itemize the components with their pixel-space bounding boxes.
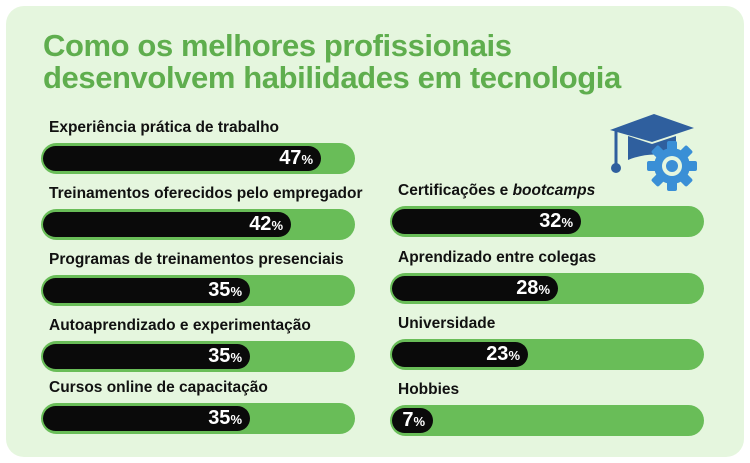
- bar-label: Hobbies: [398, 381, 460, 398]
- bar-fill: 7%: [392, 408, 433, 433]
- bar-value-label: 32%: [539, 210, 573, 232]
- bar-fill: 35%: [43, 406, 250, 431]
- bar-fill: 23%: [392, 342, 528, 367]
- bar-track: 28%: [390, 273, 704, 304]
- bar-fill: 35%: [43, 344, 250, 369]
- bar-value-label: 23%: [486, 343, 520, 365]
- graduation-cap-with-gear-icon: [600, 110, 704, 194]
- bar-value-label: 7%: [402, 409, 425, 431]
- bar-fill: 35%: [43, 278, 250, 303]
- bar-value-label: 35%: [208, 407, 242, 429]
- bar-label: Certificações e bootcamps: [398, 182, 596, 199]
- bar-track: 35%: [41, 341, 355, 372]
- bar-label: Cursos online de capacitação: [49, 379, 268, 396]
- chart-title: Como os melhores profissionais desenvolv…: [43, 30, 621, 94]
- bar-track: 7%: [390, 405, 704, 436]
- bar-label: Autoaprendizado e experimentação: [49, 317, 311, 334]
- bar-value-label: 35%: [208, 345, 242, 367]
- bar-track: 42%: [41, 209, 355, 240]
- bar-track: 47%: [41, 143, 355, 174]
- bar-label: Programas de treinamentos presenciais: [49, 251, 344, 268]
- chart-title-line-1: Como os melhores profissionais: [43, 28, 512, 63]
- bar-label: Treinamentos oferecidos pelo empregador: [49, 185, 363, 202]
- bar-fill: 47%: [43, 146, 321, 171]
- bar-value-label: 35%: [208, 279, 242, 301]
- bar-fill: 28%: [392, 276, 558, 301]
- bar-label: Experiência prática de trabalho: [49, 119, 280, 136]
- chart-title-line-2: desenvolvem habilidades em tecnologia: [43, 60, 621, 95]
- bar-track: 35%: [41, 275, 355, 306]
- bar-value-label: 42%: [249, 213, 283, 235]
- bar-label: Universidade: [398, 315, 496, 332]
- bar-track: 23%: [390, 339, 704, 370]
- bar-track: 35%: [41, 403, 355, 434]
- bar-track: 32%: [390, 206, 704, 237]
- bar-fill: 32%: [392, 209, 581, 234]
- bar-value-label: 28%: [516, 277, 550, 299]
- bar-fill: 42%: [43, 212, 291, 237]
- bar-value-label: 47%: [279, 147, 313, 169]
- bar-label: Aprendizado entre colegas: [398, 249, 597, 266]
- graduation-cap-with-gear-icon-svg: [610, 114, 697, 191]
